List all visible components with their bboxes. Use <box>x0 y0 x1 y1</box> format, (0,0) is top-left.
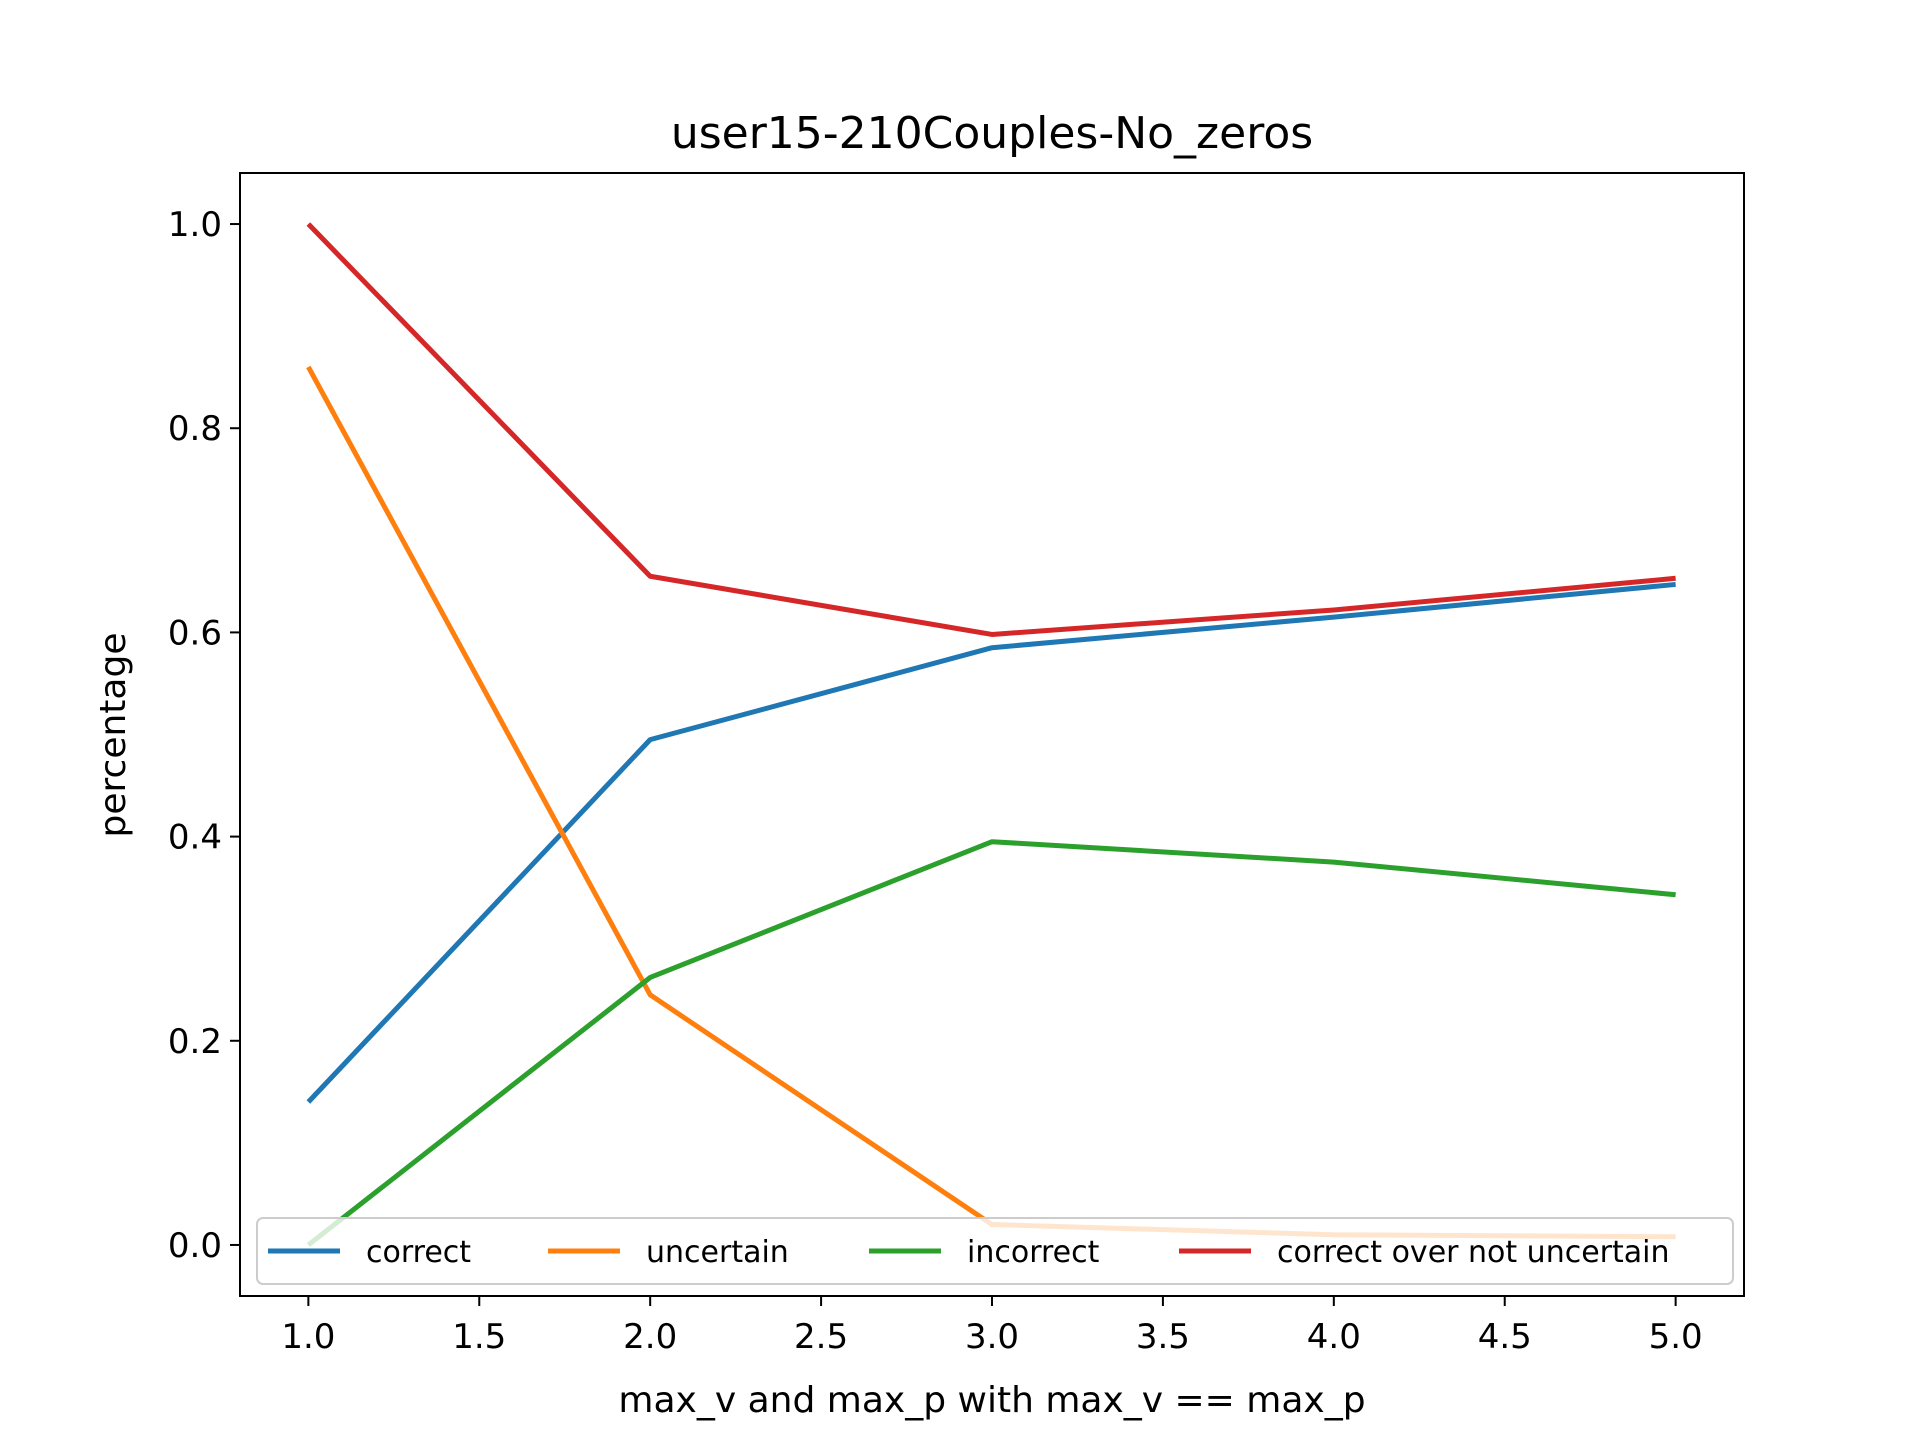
x-tick-label: 5.0 <box>1649 1317 1703 1357</box>
series-line-correct <box>306 581 1676 1104</box>
y-tick-label: 0.6 <box>168 613 222 653</box>
legend-label: correct <box>366 1235 471 1270</box>
y-tick-label: 0.2 <box>168 1022 222 1062</box>
legend-label: uncertain <box>646 1235 789 1270</box>
y-axis: 0.0 0.2 0.4 0.6 0.8 1.0 <box>168 205 240 1266</box>
y-axis-label: percentage <box>93 633 134 838</box>
x-tick-label: 3.0 <box>965 1317 1019 1357</box>
legend-label: incorrect <box>967 1235 1100 1270</box>
y-tick-label: 1.0 <box>168 205 222 245</box>
x-axis-label: max_v and max_p with max_v == max_p <box>618 1380 1365 1421</box>
legend-label: correct over not uncertain <box>1277 1235 1670 1270</box>
x-tick-label: 3.5 <box>1136 1317 1190 1357</box>
x-tick-label: 4.5 <box>1478 1317 1532 1357</box>
series-line-correct-over-not-uncertain <box>306 222 1676 637</box>
x-tick-label: 4.0 <box>1307 1317 1361 1357</box>
legend-frame <box>256 1217 1734 1285</box>
y-tick-label: 0.8 <box>168 409 222 449</box>
x-tick-label: 1.0 <box>281 1317 335 1357</box>
x-tick-label: 2.5 <box>794 1317 848 1357</box>
chart-title: user15-210Couples-No_zeros <box>671 108 1313 159</box>
x-tick-label: 2.0 <box>623 1317 677 1357</box>
y-tick-label: 0.0 <box>168 1226 222 1266</box>
y-tick-label: 0.4 <box>168 818 222 858</box>
series-line-incorrect <box>306 839 1676 1247</box>
x-tick-label: 1.5 <box>452 1317 506 1357</box>
legend: correct uncertain incorrect correct over no… <box>256 1217 1734 1285</box>
x-axis: 1.0 1.5 2.0 2.5 3.0 3.5 4.0 4.5 5.0 <box>281 1296 1703 1357</box>
